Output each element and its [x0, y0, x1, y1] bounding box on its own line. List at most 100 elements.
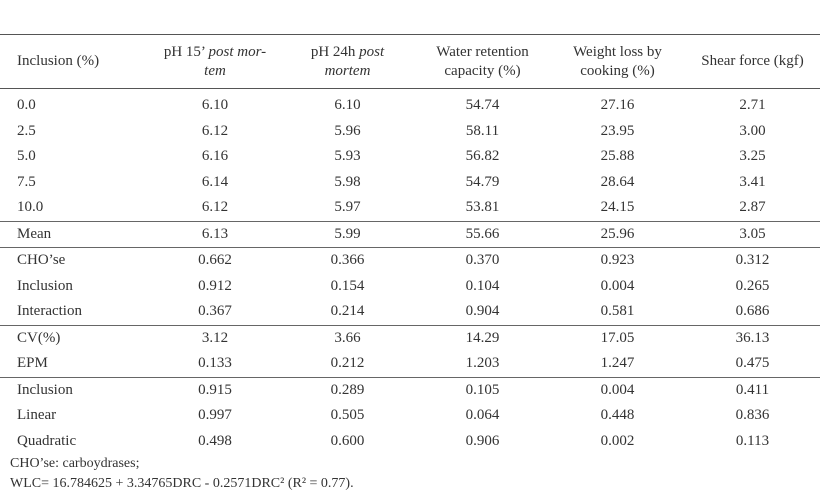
- table-cell: 27.16: [600, 97, 635, 114]
- header-cell: pH 15’ post mor-tem: [150, 34, 280, 89]
- table-cell: 0.906: [465, 432, 500, 449]
- table-cell: 28.64: [600, 173, 635, 190]
- header-text: tem: [204, 62, 226, 79]
- header-row: Inclusion (%) pH 15’ post mor-tem pH 24h p…: [0, 34, 820, 89]
- table-cell: 3.12: [150, 324, 280, 351]
- table-row: CHO’se 0.662 0.366 0.370 0.923 0.312: [0, 247, 820, 274]
- table-cell: 5.93: [334, 148, 361, 165]
- table-cell: 6.12: [201, 199, 229, 216]
- table-cell: 6.16: [201, 148, 229, 165]
- header-text: Weight loss by: [573, 43, 662, 60]
- table-cell: 6.14: [201, 173, 229, 190]
- table-cell: 53.81: [465, 199, 500, 216]
- header-text: post mor-: [208, 43, 267, 60]
- table-cell: 0.370: [415, 247, 550, 274]
- table-row: EPM 0.133 0.212 1.203 1.247 0.475: [0, 351, 820, 377]
- table-cell: 5.0: [17, 148, 36, 165]
- header-cell: Inclusion (%): [0, 34, 150, 89]
- header-text: post: [359, 43, 385, 60]
- table-cell: 0.064: [465, 407, 500, 424]
- table-cell: 0.662: [150, 247, 280, 274]
- table-row: Interaction 0.367 0.214 0.904 0.581 0.686: [0, 299, 820, 325]
- table-cell: 54.74: [465, 97, 500, 114]
- header-text: mortem: [324, 62, 371, 79]
- table-cell: 3.66: [280, 324, 415, 351]
- table-cell: 23.95: [600, 122, 635, 139]
- table-cell: CHO’se: [0, 247, 150, 274]
- table-cell: 3.00: [739, 122, 766, 139]
- table-row: 2.5 6.12 5.96 58.11 23.95 3.00: [0, 119, 820, 145]
- header-text: Shear force (kgf): [701, 53, 804, 69]
- footnote: WLC= 16.784625 + 3.34765DRC - 0.2571DRC²…: [10, 476, 354, 491]
- table-cell: 0.312: [685, 247, 820, 274]
- table-cell: 2.71: [739, 97, 766, 114]
- table-cell: Linear: [17, 407, 57, 424]
- footnote: CHO’se: carboydrases;: [10, 456, 140, 471]
- header-cell: pH 24h post mortem: [280, 34, 415, 89]
- table-cell: Mean: [0, 220, 150, 248]
- footnotes: CHO’se: carboydrases; WLC= 16.784625 + 3.…: [10, 454, 354, 494]
- table-cell: 7.5: [17, 173, 36, 190]
- table-cell: 1.203: [465, 355, 500, 372]
- table-cell: Inclusion: [0, 376, 150, 403]
- table-cell: 0.915: [150, 376, 280, 403]
- table-cell: 0.912: [198, 277, 232, 294]
- table-row: Quadratic 0.498 0.600 0.906 0.002 0.113: [0, 429, 820, 455]
- table-cell: 0.004: [550, 376, 685, 403]
- table-cell: 0.367: [198, 303, 232, 320]
- table-row: Mean 6.13 5.99 55.66 25.96 3.05: [0, 220, 820, 248]
- table-cell: 6.12: [201, 122, 229, 139]
- header-text: pH 15’: [163, 43, 209, 60]
- table-cell: 10.0: [17, 199, 44, 216]
- table-cell: Quadratic: [17, 432, 77, 449]
- table-cell: 0.904: [465, 303, 500, 320]
- table-cell: 0.105: [415, 376, 550, 403]
- table-cell: 0.113: [735, 432, 770, 449]
- table-cell: 24.15: [600, 199, 635, 216]
- table-cell: 0.265: [735, 277, 770, 294]
- header-text: capacity (%): [444, 62, 521, 79]
- table-cell: 5.96: [334, 122, 361, 139]
- table-cell: Inclusion: [17, 277, 73, 294]
- table-cell: Interaction: [17, 303, 82, 320]
- table-cell: 54.79: [465, 173, 500, 190]
- table-cell: 0.923: [550, 247, 685, 274]
- table-cell: 0.0: [17, 97, 36, 114]
- header-text: cooking (%): [580, 62, 655, 79]
- table-cell: 0.289: [280, 376, 415, 403]
- table-cell: 0.133: [198, 355, 232, 372]
- table-row: 10.0 6.12 5.97 53.81 24.15 2.87: [0, 195, 820, 221]
- table-cell: 5.98: [334, 173, 361, 190]
- table-cell: 25.96: [550, 220, 685, 248]
- table-cell: 17.05: [550, 324, 685, 351]
- table-cell: CV(%): [0, 324, 150, 351]
- table-cell: 0.836: [735, 407, 770, 424]
- table-cell: 0.448: [600, 407, 635, 424]
- header-text: Inclusion (%): [17, 53, 100, 69]
- table-cell: 3.05: [685, 220, 820, 248]
- table-cell: 0.154: [330, 277, 365, 294]
- table-cell: 58.11: [465, 122, 500, 139]
- table-cell: 2.87: [739, 199, 766, 216]
- table-cell: 0.366: [280, 247, 415, 274]
- table-cell: 0.581: [600, 303, 635, 320]
- table-cell: 0.600: [330, 432, 365, 449]
- table-cell: 6.10: [201, 97, 229, 114]
- table-cell: 0.104: [465, 277, 500, 294]
- table-cell: 3.41: [739, 173, 766, 190]
- table-cell: 3.25: [739, 148, 766, 165]
- table-cell: 5.99: [280, 220, 415, 248]
- data-table: Inclusion (%) pH 15’ post mor-tem pH 24h p…: [0, 34, 820, 454]
- table-cell: 0.002: [600, 432, 635, 449]
- header-cell: Water retention capacity (%): [415, 34, 550, 89]
- table-cell: 14.29: [415, 324, 550, 351]
- table-cell: 0.686: [735, 303, 770, 320]
- table-row: 5.0 6.16 5.93 56.82 25.88 3.25: [0, 144, 820, 170]
- table-cell: 0.214: [330, 303, 365, 320]
- table-cell: 0.411: [685, 376, 820, 403]
- table-cell: 0.997: [198, 407, 232, 424]
- header-text: pH 24h: [310, 43, 360, 60]
- header-cell: Shear force (kgf): [685, 34, 820, 89]
- table-cell: 0.004: [600, 277, 635, 294]
